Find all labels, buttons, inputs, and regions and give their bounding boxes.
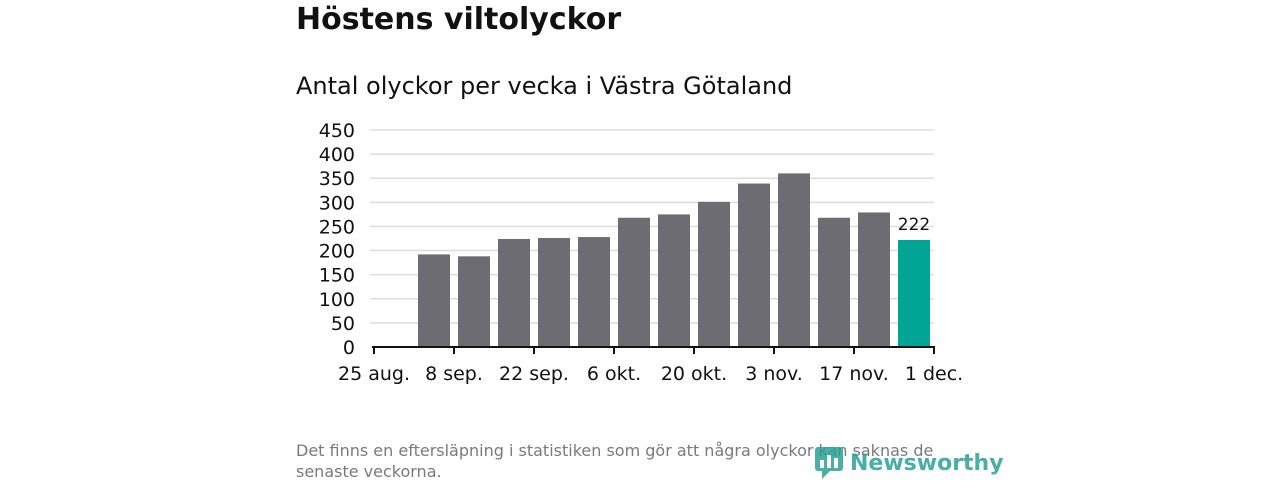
- brand-logo: Newsworthy: [814, 446, 1004, 480]
- y-tick-label: 250: [319, 216, 355, 238]
- bar: [498, 238, 530, 347]
- brand-name: Newsworthy: [850, 450, 1004, 476]
- y-tick-label: 150: [319, 265, 355, 287]
- y-tick-label: 350: [319, 168, 355, 190]
- bar: [818, 217, 850, 347]
- newsworthy-logo-icon: [815, 447, 843, 479]
- y-tick-label: 100: [319, 289, 355, 311]
- x-tick-label: 1 dec.: [905, 363, 963, 385]
- y-tick-label: 50: [331, 313, 355, 335]
- bar-highlighted: [898, 239, 930, 347]
- x-tick-label: 22 sep.: [499, 363, 569, 385]
- bars: [418, 173, 930, 347]
- bar: [858, 212, 890, 347]
- bar: [698, 201, 730, 347]
- bar: [418, 254, 450, 347]
- data-label: 222: [898, 215, 930, 235]
- chart-title: Höstens viltolyckor: [296, 2, 622, 37]
- x-tick-label: 8 sep.: [425, 363, 483, 385]
- bar: [538, 238, 570, 347]
- y-tick-label: 200: [319, 241, 355, 263]
- bar: [578, 237, 610, 347]
- x-tick-label: 6 okt.: [587, 363, 641, 385]
- bar: [658, 214, 690, 347]
- y-tick-label: 300: [319, 192, 355, 214]
- y-tick-label: 400: [319, 144, 355, 166]
- bar: [738, 183, 770, 347]
- chart-subtitle: Antal olyckor per vecka i Västra Götalan…: [296, 72, 793, 100]
- x-tick-label: 3 nov.: [745, 363, 803, 385]
- bar: [458, 256, 490, 347]
- x-tick-label: 20 okt.: [661, 363, 727, 385]
- footnote: Det finns en eftersläpning i statistiken…: [296, 441, 934, 481]
- y-tick-label: 450: [319, 120, 355, 142]
- y-tick-label: 0: [343, 337, 355, 359]
- bar: [778, 173, 810, 347]
- x-tick-label: 25 aug.: [338, 363, 410, 385]
- x-tick-label: 17 nov.: [819, 363, 889, 385]
- bar: [618, 217, 650, 347]
